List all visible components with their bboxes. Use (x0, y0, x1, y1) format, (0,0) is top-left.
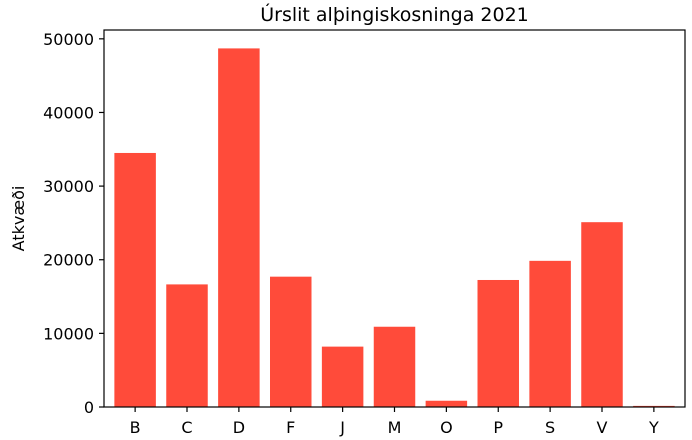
y-tick-label: 50000 (43, 30, 94, 49)
x-tick-label: P (493, 418, 503, 437)
chart-title: Úrslit alþingiskosninga 2021 (260, 2, 529, 26)
x-tick-label: S (545, 418, 555, 437)
x-tick-label: Y (648, 418, 659, 437)
x-tick-label: B (130, 418, 141, 437)
x-tick-label: F (286, 418, 295, 437)
plot-frame (103, 29, 686, 408)
bar-C (166, 284, 208, 407)
x-tick-label: V (597, 418, 608, 437)
y-tick-label: 10000 (43, 324, 94, 343)
bar-V (581, 222, 623, 407)
y-tick-label: 0 (84, 398, 94, 417)
bar-M (373, 326, 416, 407)
bars (114, 48, 675, 407)
y-axis-label: Atkvæði (9, 186, 28, 252)
y-tick-label: 30000 (43, 177, 94, 196)
x-tick-label: D (233, 418, 245, 437)
y-tick-label: 20000 (43, 251, 94, 270)
y-axis-ticks: 0 10000 20000 30000 40000 50000 (43, 30, 104, 417)
x-tick-label: O (440, 418, 453, 437)
bar-D (218, 48, 260, 407)
bar-P (477, 279, 519, 407)
x-tick-label: J (339, 418, 345, 437)
x-tick-label: C (181, 418, 192, 437)
bar-J (321, 346, 364, 407)
bar-S (529, 260, 571, 407)
x-tick-label: M (388, 418, 402, 437)
bar-O (425, 400, 468, 407)
bar-F (270, 276, 312, 407)
bar-B (114, 152, 156, 407)
y-tick-label: 40000 (43, 103, 94, 122)
